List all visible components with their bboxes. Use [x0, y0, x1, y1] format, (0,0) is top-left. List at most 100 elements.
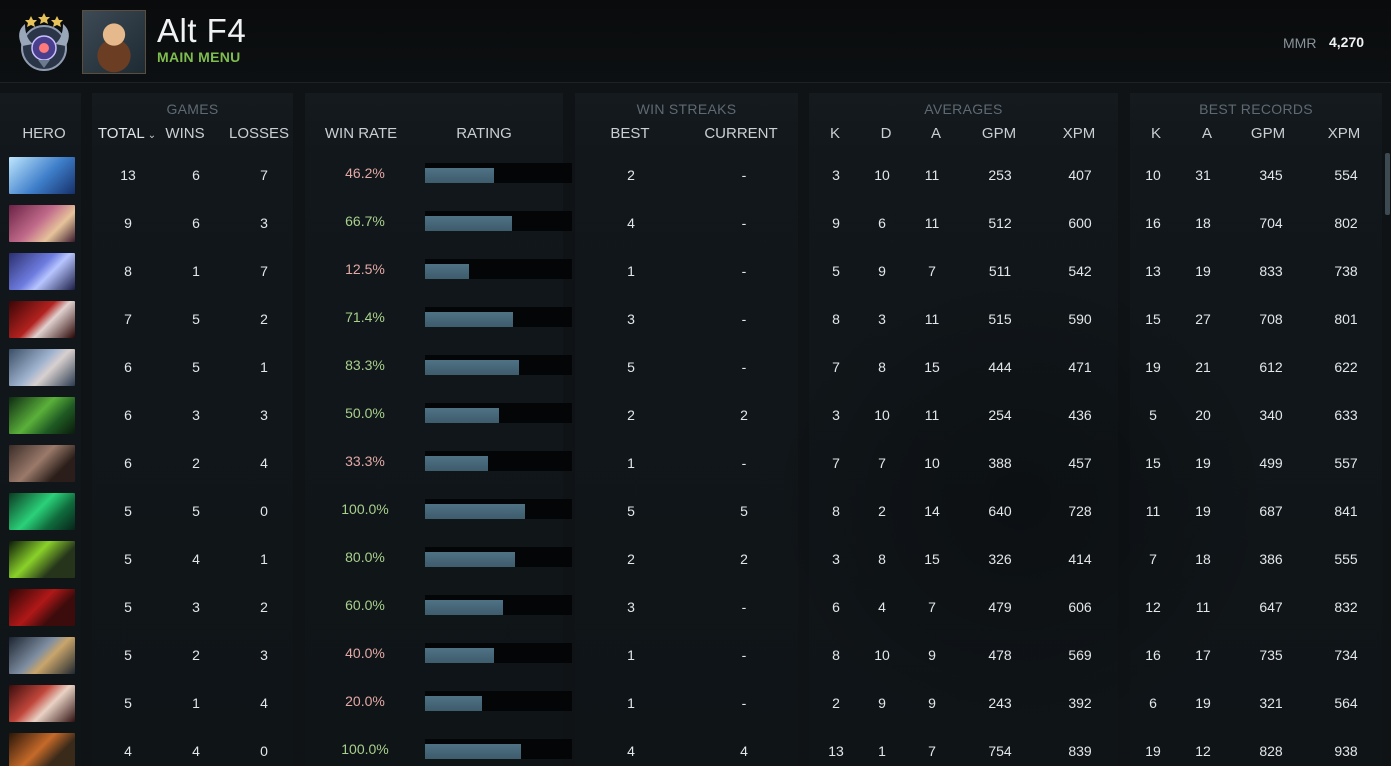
table-row[interactable]: 9 6 3 66.7% 4 - 9 6 11 512 600 16 18 704 802 — [0, 199, 1382, 247]
cell-best-xpm: 557 — [1334, 455, 1358, 471]
cell-best-streak: 1 — [627, 455, 635, 471]
cell-avg-gpm: 388 — [988, 455, 1012, 471]
column-header-best-kills[interactable]: K — [1150, 125, 1161, 142]
scrollbar-thumb[interactable] — [1385, 153, 1390, 215]
rubick-icon[interactable] — [9, 541, 75, 578]
column-header-best-assists[interactable]: A — [1201, 125, 1212, 142]
column-header-avg-xpm[interactable]: XPM — [1062, 125, 1096, 142]
cell-best-xpm: 622 — [1334, 359, 1358, 375]
cell-losses: 0 — [260, 503, 268, 519]
table-row[interactable]: 8 1 7 12.5% 1 - 5 9 7 511 542 13 19 833 738 — [0, 247, 1382, 295]
cell-best-kills: 19 — [1145, 743, 1161, 759]
hero-portrait-icon[interactable] — [82, 10, 146, 74]
table-row[interactable]: 6 5 1 83.3% 5 - 7 8 15 444 471 19 21 612 622 — [0, 343, 1382, 391]
cell-total: 7 — [124, 311, 132, 327]
cell-avg-kills: 3 — [832, 551, 840, 567]
rating-bar-fill — [425, 312, 513, 327]
cell-total: 5 — [124, 503, 132, 519]
cell-win-rate: 40.0% — [345, 645, 385, 661]
cell-best-assists: 19 — [1195, 503, 1211, 519]
cell-losses: 2 — [260, 599, 268, 615]
table-row[interactable]: 5 5 0 100.0% 5 5 8 2 14 640 728 11 19 687 841 — [0, 487, 1382, 535]
mirana-icon[interactable] — [9, 349, 75, 386]
cell-avg-gpm: 511 — [988, 263, 1012, 279]
cell-avg-gpm: 512 — [988, 215, 1012, 231]
juggernaut-icon[interactable] — [9, 397, 75, 434]
column-header-rating[interactable]: RATING — [456, 125, 512, 142]
cell-avg-xpm: 457 — [1068, 455, 1092, 471]
cell-wins: 3 — [192, 599, 200, 615]
column-header-best-xpm[interactable]: XPM — [1327, 125, 1361, 142]
cell-win-rate: 83.3% — [345, 357, 385, 373]
table-row[interactable]: 6 3 3 50.0% 2 2 3 10 11 254 436 5 20 340 633 — [0, 391, 1382, 439]
queen-of-pain-icon[interactable] — [9, 301, 75, 338]
table-row[interactable]: 7 5 2 71.4% 3 - 8 3 11 515 590 15 27 708 801 — [0, 295, 1382, 343]
table-row[interactable]: 5 1 4 20.0% 1 - 2 9 9 243 392 6 19 321 564 — [0, 679, 1382, 727]
table-row[interactable]: 6 2 4 33.3% 1 - 7 7 10 388 457 15 19 499 557 — [0, 439, 1382, 487]
rating-bar-fill — [425, 264, 469, 279]
table-row[interactable]: 5 4 1 80.0% 2 2 3 8 15 326 414 7 18 386 555 — [0, 535, 1382, 583]
cell-current-streak: - — [741, 215, 747, 231]
table-row[interactable]: 13 6 7 46.2% 2 - 3 10 11 253 407 10 31 345 554 — [0, 151, 1382, 199]
cell-avg-gpm: 243 — [988, 695, 1012, 711]
cell-best-gpm: 321 — [1259, 695, 1283, 711]
rating-bar-fill — [425, 648, 494, 663]
column-header-losses[interactable]: LOSSES — [228, 125, 290, 142]
bloodseeker-icon[interactable] — [9, 685, 75, 722]
cell-best-streak: 3 — [627, 311, 635, 327]
cell-best-xpm: 738 — [1334, 263, 1358, 279]
table-row[interactable]: 5 2 3 40.0% 1 - 8 10 9 478 569 16 17 735 734 — [0, 631, 1382, 679]
column-header-hero[interactable]: HERO — [22, 125, 66, 142]
faceless-void-icon[interactable] — [9, 253, 75, 290]
underlord-icon[interactable] — [9, 493, 75, 530]
cell-avg-xpm: 392 — [1068, 695, 1092, 711]
cell-best-xpm: 734 — [1334, 647, 1358, 663]
group-averages: AVERAGES — [924, 101, 1003, 117]
cell-total: 9 — [124, 215, 132, 231]
cell-win-rate: 100.0% — [341, 741, 389, 757]
cell-best-streak: 4 — [627, 215, 635, 231]
cell-losses: 2 — [260, 311, 268, 327]
invoker-icon[interactable] — [9, 205, 75, 242]
cell-avg-assists: 15 — [924, 359, 940, 375]
cell-best-xpm: 938 — [1334, 743, 1358, 759]
column-header-current-streak[interactable]: CURRENT — [704, 125, 778, 142]
cell-avg-kills: 3 — [832, 167, 840, 183]
anti-mage-icon[interactable] — [9, 733, 75, 766]
rating-bar — [425, 403, 572, 423]
player-name[interactable]: Alt F4 — [157, 12, 247, 49]
crystal-maiden-icon[interactable] — [9, 157, 75, 194]
cell-avg-kills: 8 — [832, 311, 840, 327]
column-header-avg-kills[interactable]: K — [829, 125, 840, 142]
cell-avg-assists: 7 — [928, 599, 936, 615]
cell-avg-xpm: 839 — [1068, 743, 1092, 759]
player-status: MAIN MENU — [157, 49, 241, 65]
tinker-icon[interactable] — [9, 637, 75, 674]
column-header-win-rate[interactable]: WIN RATE — [324, 125, 398, 142]
monkey-king-icon[interactable] — [9, 445, 75, 482]
table-row[interactable]: 5 3 2 60.0% 3-6 4 7 479 606 12 11 647 832 — [0, 583, 1382, 631]
cell-avg-assists: 11 — [924, 167, 940, 183]
cell-avg-deaths: 8 — [878, 359, 886, 375]
table-row[interactable]: 4 4 0 100.0% 4 4 13 1 7 754 839 19 12 828 938 — [0, 727, 1382, 766]
column-header-avg-deaths[interactable]: D — [880, 125, 892, 142]
cell-wins: 5 — [192, 503, 200, 519]
column-header-best-streak[interactable]: BEST — [610, 125, 650, 142]
cell-wins: 2 — [192, 647, 200, 663]
rating-bar-fill — [425, 696, 482, 711]
column-header-total[interactable]: TOTAL ⌄ — [92, 125, 162, 142]
cell-best-streak: 2 — [627, 167, 635, 183]
cell-avg-assists: 11 — [924, 311, 940, 327]
cell-avg-kills: 9 — [832, 215, 840, 231]
column-header-best-gpm[interactable]: GPM — [1250, 125, 1286, 142]
cell-total: 8 — [124, 263, 132, 279]
column-header-avg-assists[interactable]: A — [930, 125, 941, 142]
column-header-wins[interactable]: WINS — [165, 125, 205, 142]
column-header-avg-gpm[interactable]: GPM — [981, 125, 1017, 142]
doom-icon[interactable] — [9, 589, 75, 626]
cell-best-kills: 12 — [1145, 599, 1161, 615]
cell-avg-gpm: 253 — [988, 167, 1012, 183]
cell-best-streak: 1 — [627, 263, 635, 279]
cell-current-streak: - — [741, 167, 747, 183]
cell-wins: 5 — [192, 311, 200, 327]
